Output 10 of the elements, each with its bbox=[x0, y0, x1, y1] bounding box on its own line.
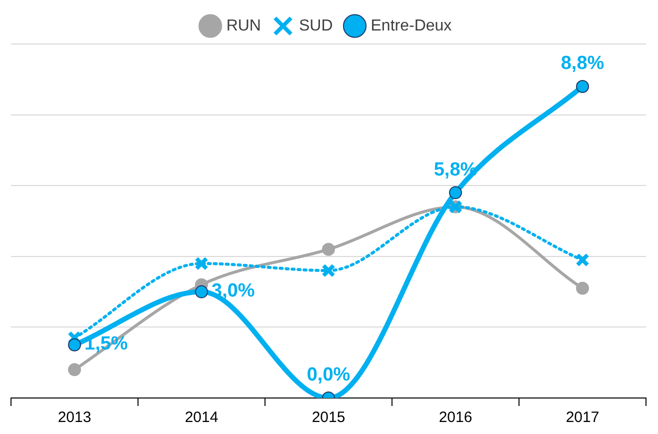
legend-label: Entre-Deux bbox=[370, 17, 452, 34]
x-tick-label: 2017 bbox=[566, 409, 600, 426]
x-tick-label: 2014 bbox=[184, 409, 218, 426]
x-tick-label: 2013 bbox=[58, 409, 92, 426]
x-tick-label: 2016 bbox=[438, 409, 472, 426]
legend-label: RUN bbox=[226, 17, 261, 34]
legend-label: SUD bbox=[298, 17, 333, 34]
x-tick-label: 2015 bbox=[312, 409, 346, 426]
data-label: 8,8% bbox=[560, 53, 604, 74]
data-label: 0,0% bbox=[306, 364, 350, 386]
